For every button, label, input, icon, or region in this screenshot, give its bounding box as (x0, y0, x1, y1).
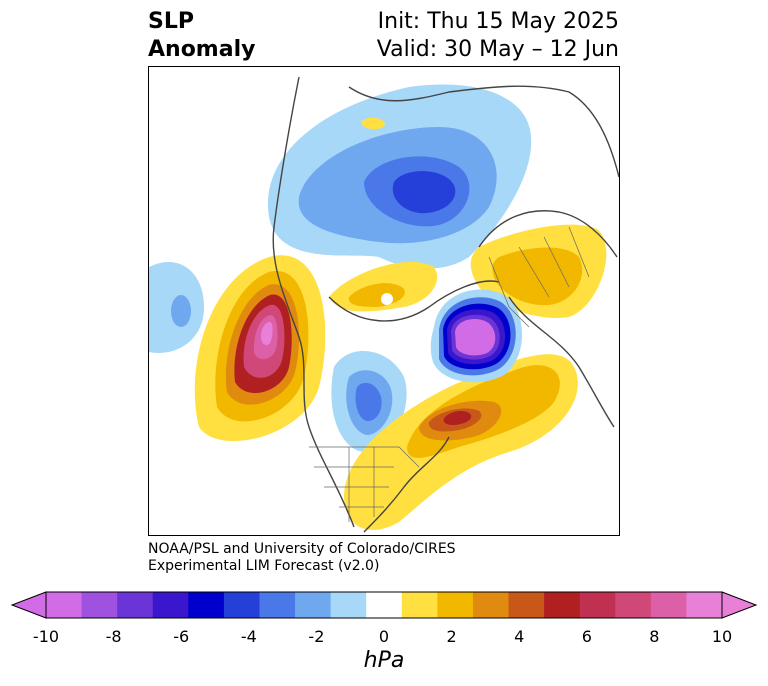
colorbar-tick-label: -2 (308, 627, 325, 646)
colorbar-swatch (259, 592, 296, 618)
colorbar-swatch (508, 592, 545, 618)
colorbar-swatch (46, 592, 83, 618)
colorbar-swatch (686, 592, 723, 618)
coastlines (272, 76, 619, 533)
colorbar-tick-label: -6 (173, 627, 190, 646)
colorbar-extend-max (721, 591, 758, 619)
colorbar-tick-label: 0 (378, 627, 390, 646)
colorbar-swatch (650, 592, 687, 618)
arctic-positive-anomaly (329, 261, 438, 312)
colorbar-swatch (81, 592, 118, 618)
colorbar-swatch (366, 592, 403, 618)
north-pacific-positive-anomaly (194, 255, 326, 442)
colorbar-swatch (472, 592, 510, 618)
init-date-text: Init: Thu 15 May 2025 (377, 9, 619, 34)
colorbar-swatch (437, 592, 474, 618)
europe-positive-anomaly (470, 224, 607, 318)
north-atlantic-negative-anomaly (430, 289, 523, 383)
credit-line-2: Experimental LIM Forecast (v2.0) (148, 558, 380, 574)
western-atlantic-positive-anomaly (344, 354, 578, 530)
map-canvas (149, 76, 619, 533)
anomaly-map (148, 66, 620, 536)
colorbar-units: hPa (363, 648, 405, 673)
title-variable: SLP (148, 9, 194, 34)
siberia-negative-anomaly (267, 84, 532, 269)
colorbar-tick-label: -8 (105, 627, 122, 646)
chart-title-right: Init: Thu 15 May 2025 Valid: 30 May – 12… (377, 8, 619, 64)
attribution: NOAA/PSL and University of Colorado/CIRE… (148, 541, 456, 575)
colorbar-tick-label: 6 (581, 627, 592, 646)
colorbar-tick-label: 4 (514, 627, 525, 646)
title-quantity: Anomaly (148, 37, 256, 62)
colorbar (10, 591, 758, 619)
colorbar-tick-label: -4 (240, 627, 257, 646)
colorbar-swatch (152, 592, 189, 618)
colorbar-border (45, 591, 723, 619)
colorbar-swatch (615, 592, 652, 618)
credit-line-1: NOAA/PSL and University of Colorado/CIRE… (148, 541, 456, 557)
colorbar-extend-min (10, 591, 47, 619)
colorbar-tick-label: -10 (32, 627, 60, 646)
colorbar-swatch (295, 592, 332, 618)
colorbar-tick-label: 2 (446, 627, 457, 646)
political-borders (309, 226, 590, 522)
colorbar-swatch (579, 592, 616, 618)
colorbar-tick-label: 8 (649, 627, 660, 646)
colorbar-swatch (544, 592, 581, 618)
valid-range-text: Valid: 30 May – 12 Jun (376, 37, 619, 62)
colorbar-tick-label: 10 (711, 627, 733, 646)
east-pacific-negative-anomaly (149, 261, 204, 353)
chart-title-left: SLP Anomaly (148, 8, 255, 64)
colorbar-swatch (223, 592, 260, 618)
colorbar-swatch (401, 592, 438, 618)
colorbar-swatch (330, 592, 367, 618)
colorbar-swatch (117, 592, 154, 618)
colorbar-swatch (188, 592, 225, 618)
